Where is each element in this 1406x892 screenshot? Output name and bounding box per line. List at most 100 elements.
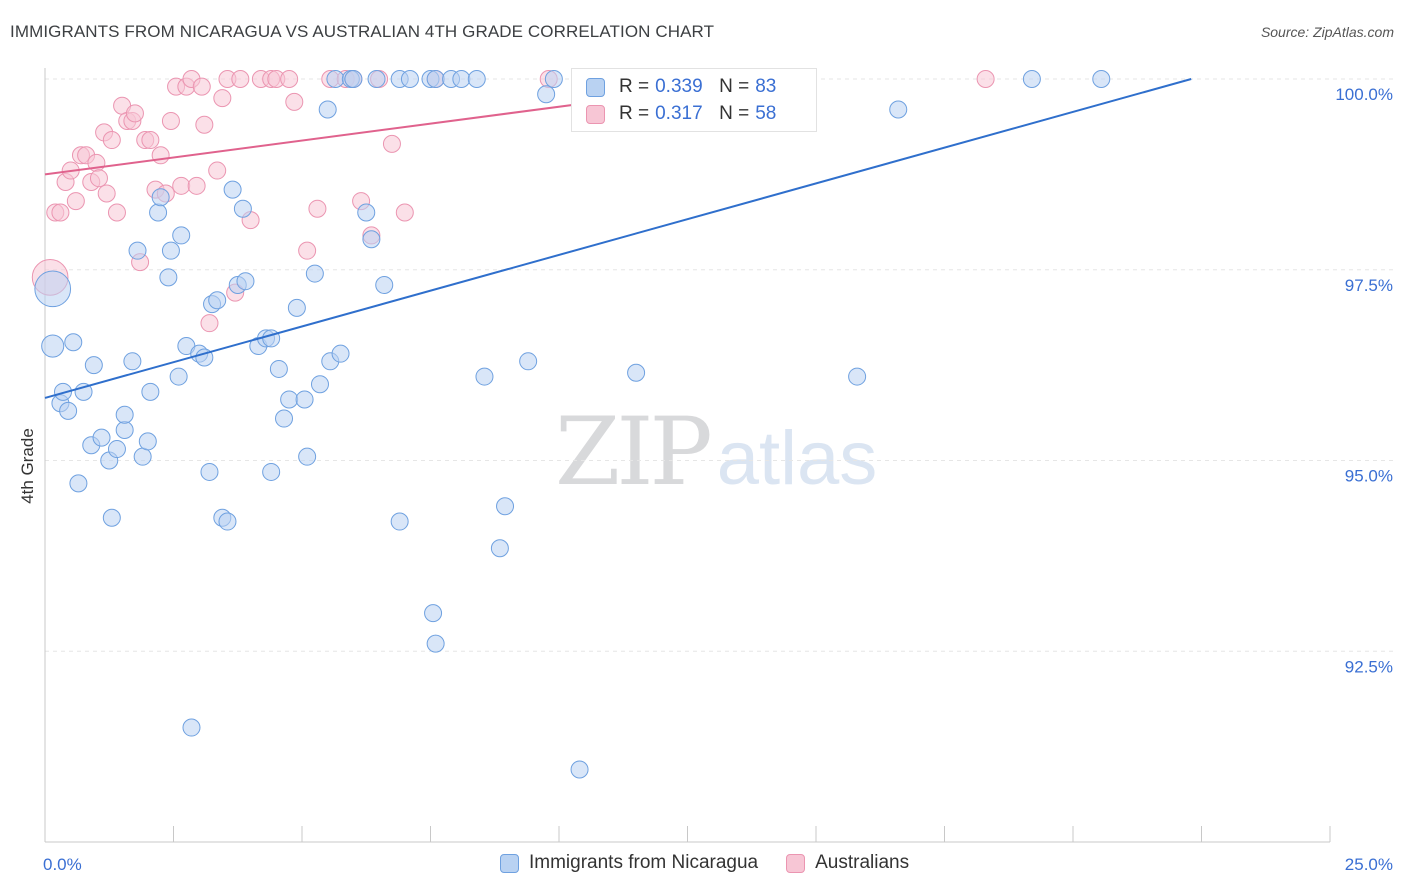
point-australians	[231, 70, 250, 88]
point-nicaragua	[537, 85, 556, 104]
point-nicaragua	[490, 539, 509, 558]
x-tick-label: 25.0%	[1345, 855, 1393, 874]
y-tick-label: 100.0%	[1335, 85, 1393, 104]
point-nicaragua	[298, 447, 317, 466]
legend-label-australians: Australians	[815, 852, 910, 873]
axis-layer	[44, 68, 1331, 843]
source-label: Source: ZipAtlas.com	[1260, 24, 1394, 40]
point-nicaragua	[208, 291, 227, 310]
point-australians	[298, 241, 317, 260]
point-nicaragua	[475, 367, 494, 386]
point-nicaragua	[182, 718, 201, 737]
point-nicaragua	[280, 390, 299, 409]
point-nicaragua	[34, 270, 72, 308]
point-nicaragua	[161, 241, 180, 260]
point-nicaragua	[1092, 70, 1111, 88]
r-label: R =	[619, 76, 650, 97]
series-legend: Immigrants from Nicaragua Australians	[500, 852, 937, 874]
point-australians	[192, 77, 211, 96]
point-nicaragua	[169, 367, 188, 386]
grid-layer	[45, 78, 1395, 652]
point-nicaragua	[452, 70, 471, 88]
point-nicaragua	[149, 203, 168, 222]
point-nicaragua	[305, 264, 324, 283]
point-nicaragua	[64, 333, 83, 352]
point-nicaragua	[133, 447, 152, 466]
point-nicaragua	[848, 367, 867, 386]
pink-swatch-icon	[786, 853, 806, 873]
trendline-nicaragua	[44, 78, 1192, 399]
point-nicaragua	[53, 382, 72, 401]
point-nicaragua	[295, 390, 314, 409]
point-australians	[51, 203, 70, 222]
point-nicaragua	[41, 334, 65, 358]
point-australians	[285, 92, 304, 111]
point-nicaragua	[287, 298, 306, 317]
point-nicaragua	[367, 70, 386, 88]
point-nicaragua	[115, 405, 134, 424]
y-tick-label: 92.5%	[1345, 657, 1393, 676]
point-nicaragua	[92, 428, 111, 447]
n-value-nicaragua: 83	[755, 76, 777, 97]
stats-row-australians: R = 0.317 N = 58	[586, 100, 776, 128]
n-value-australians: 58	[755, 103, 777, 124]
point-nicaragua	[218, 512, 237, 531]
point-nicaragua	[123, 352, 142, 371]
point-australians	[213, 89, 232, 108]
legend-item-nicaragua[interactable]: Immigrants from Nicaragua	[500, 852, 758, 874]
point-nicaragua	[84, 356, 103, 375]
point-nicaragua	[519, 352, 538, 371]
point-nicaragua	[275, 409, 294, 428]
point-australians	[208, 161, 227, 180]
point-nicaragua	[344, 70, 363, 88]
blue-swatch-icon	[586, 77, 605, 97]
point-nicaragua	[390, 512, 409, 531]
point-nicaragua	[310, 375, 329, 394]
point-nicaragua	[357, 203, 376, 222]
point-nicaragua	[544, 70, 563, 88]
point-nicaragua	[570, 760, 589, 779]
y-tick-label: 95.0%	[1345, 467, 1393, 486]
point-australians	[141, 131, 160, 150]
point-nicaragua	[59, 401, 78, 420]
point-australians	[66, 192, 85, 211]
points-nicaragua	[34, 70, 1111, 779]
point-nicaragua	[138, 432, 157, 451]
pink-swatch-icon	[586, 104, 605, 124]
points-australians	[31, 70, 995, 333]
point-australians	[395, 203, 414, 222]
point-australians	[172, 176, 191, 195]
point-nicaragua	[159, 268, 178, 287]
point-australians	[97, 184, 116, 203]
point-nicaragua	[467, 70, 486, 88]
point-nicaragua	[496, 497, 515, 516]
tick-labels: 92.5% 95.0% 97.5% 100.0% 0.0% 25.0%	[43, 85, 1393, 874]
point-nicaragua	[233, 199, 252, 218]
point-australians	[125, 104, 144, 123]
stats-row-nicaragua: R = 0.339 N = 83	[586, 73, 776, 101]
r-value-australians: 0.317	[655, 103, 703, 124]
point-nicaragua	[223, 180, 242, 199]
point-australians	[151, 146, 170, 165]
point-nicaragua	[424, 604, 443, 623]
point-nicaragua	[151, 188, 170, 207]
point-nicaragua	[318, 100, 337, 119]
y-tick-label: 97.5%	[1345, 276, 1393, 295]
point-nicaragua	[262, 462, 281, 481]
point-nicaragua	[375, 276, 394, 295]
point-nicaragua	[102, 508, 121, 527]
x-tick-label: 0.0%	[43, 855, 82, 874]
watermark-atlas: atlas	[716, 416, 878, 501]
point-australians	[280, 70, 299, 88]
legend-item-australians[interactable]: Australians	[786, 852, 909, 874]
point-australians	[382, 134, 401, 153]
point-nicaragua	[69, 474, 88, 493]
point-australians	[195, 115, 214, 134]
point-nicaragua	[128, 241, 147, 260]
point-australians	[102, 131, 121, 150]
point-nicaragua	[1022, 70, 1041, 88]
point-nicaragua	[889, 100, 908, 119]
blue-swatch-icon	[500, 853, 519, 873]
r-value-nicaragua: 0.339	[655, 76, 703, 97]
